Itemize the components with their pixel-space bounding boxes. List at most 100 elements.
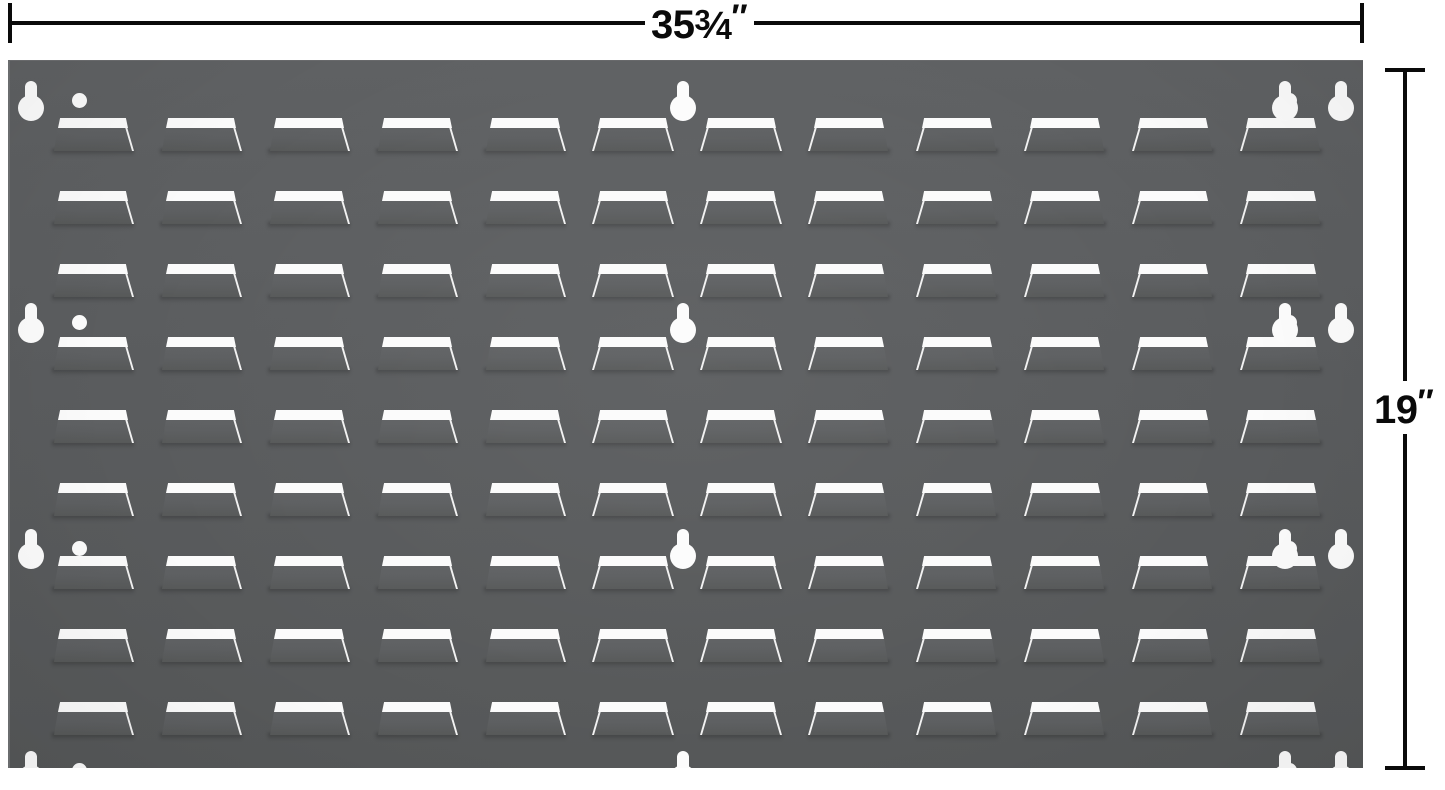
louver-shadow: [1132, 514, 1214, 521]
louver-right-edge: [339, 558, 350, 589]
louver-top-face: [706, 264, 776, 274]
louver-top-face: [274, 191, 344, 201]
keyhole-slot-icon: [670, 751, 696, 768]
louver-shadow: [592, 733, 674, 740]
louver-shadow: [808, 149, 890, 156]
louver-slot-icon: [1238, 624, 1324, 668]
louver-top-face: [1030, 118, 1100, 128]
louver-shadow: [160, 441, 242, 448]
louver-top-face: [1030, 264, 1100, 274]
louver-top-face: [1030, 337, 1100, 347]
louver-slot-icon: [158, 551, 244, 595]
louver-slot-icon: [590, 186, 676, 230]
louver-right-edge: [123, 704, 134, 735]
keyhole-slot-icon: [670, 81, 696, 123]
louver-shadow: [1024, 441, 1106, 448]
louver-top-face: [1030, 191, 1100, 201]
louver-shadow: [700, 733, 782, 740]
louver-shadow: [1132, 660, 1214, 667]
louver-slot-icon: [1130, 697, 1216, 741]
louver-top-face: [706, 118, 776, 128]
louver-shadow: [808, 222, 890, 229]
louver-left-edge: [700, 412, 711, 443]
louver-right-edge: [555, 558, 566, 589]
louver-left-edge: [1240, 339, 1251, 370]
louver-top-face: [1246, 264, 1316, 274]
louver-slot-icon: [482, 186, 568, 230]
louver-slot-icon: [590, 624, 676, 668]
louvered-panel: [8, 60, 1363, 768]
louver-left-edge: [808, 485, 819, 516]
louver-shadow: [160, 660, 242, 667]
louver-shadow: [52, 587, 134, 594]
louver-top-face: [1138, 191, 1208, 201]
louver-top-face: [1138, 118, 1208, 128]
louver-top-face: [490, 629, 560, 639]
louver-right-edge: [447, 266, 458, 297]
louver-slot-icon: [590, 332, 676, 376]
keyhole-slot-icon: [18, 81, 44, 123]
louver-top-face: [922, 191, 992, 201]
louver-slot-icon: [806, 113, 892, 157]
louver-slot-icon: [374, 478, 460, 522]
louver-left-edge: [1132, 412, 1143, 443]
louver-shadow: [1240, 733, 1322, 740]
louver-slot-icon: [914, 551, 1000, 595]
louver-top-face: [382, 191, 452, 201]
louver-shadow: [916, 368, 998, 375]
louver-left-edge: [808, 339, 819, 370]
louver-slot-icon: [482, 624, 568, 668]
louver-left-edge: [700, 193, 711, 224]
louver-top-face: [382, 702, 452, 712]
louver-slot-icon: [698, 186, 784, 230]
louver-left-edge: [592, 485, 603, 516]
louver-slot-icon: [590, 113, 676, 157]
louver-top-face: [58, 191, 128, 201]
louver-slot-icon: [698, 405, 784, 449]
louver-left-edge: [1240, 266, 1251, 297]
louver-shadow: [700, 441, 782, 448]
louver-top-face: [922, 264, 992, 274]
louver-top-face: [274, 118, 344, 128]
louver-right-edge: [123, 266, 134, 297]
louver-left-edge: [916, 558, 927, 589]
louver-top-face: [166, 629, 236, 639]
louver-left-edge: [1024, 704, 1035, 735]
louver-right-edge: [555, 120, 566, 151]
round-hole-icon: [72, 541, 87, 556]
louver-top-face: [166, 556, 236, 566]
round-hole-icon: [1282, 93, 1297, 108]
louver-slot-icon: [698, 478, 784, 522]
keyhole-slot-bore: [1328, 95, 1354, 121]
louver-left-edge: [808, 412, 819, 443]
louver-right-edge: [339, 193, 350, 224]
louver-shadow: [808, 660, 890, 667]
louver-shadow: [916, 222, 998, 229]
louver-slot-icon: [266, 405, 352, 449]
louver-slot-icon: [1238, 478, 1324, 522]
louver-right-edge: [231, 193, 242, 224]
louver-left-edge: [592, 339, 603, 370]
louver-slot-icon: [590, 551, 676, 595]
louver-shadow: [1024, 222, 1106, 229]
louver-left-edge: [592, 704, 603, 735]
louver-shadow: [1024, 295, 1106, 302]
louver-shadow: [160, 514, 242, 521]
louver-slot-icon: [1022, 186, 1108, 230]
louver-slot-icon: [806, 186, 892, 230]
louver-right-edge: [123, 339, 134, 370]
keyhole-slot-icon: [18, 529, 44, 571]
louver-left-edge: [1132, 339, 1143, 370]
louver-top-face: [814, 264, 884, 274]
louver-shadow: [592, 587, 674, 594]
louver-top-face: [58, 337, 128, 347]
louver-shadow: [916, 295, 998, 302]
keyhole-slot-bore: [18, 543, 44, 569]
louver-shadow: [52, 295, 134, 302]
louver-shadow: [52, 368, 134, 375]
louver-shadow: [484, 295, 566, 302]
louver-right-edge: [447, 704, 458, 735]
louver-slot-icon: [266, 113, 352, 157]
louver-top-face: [490, 264, 560, 274]
louver-left-edge: [1240, 558, 1251, 589]
